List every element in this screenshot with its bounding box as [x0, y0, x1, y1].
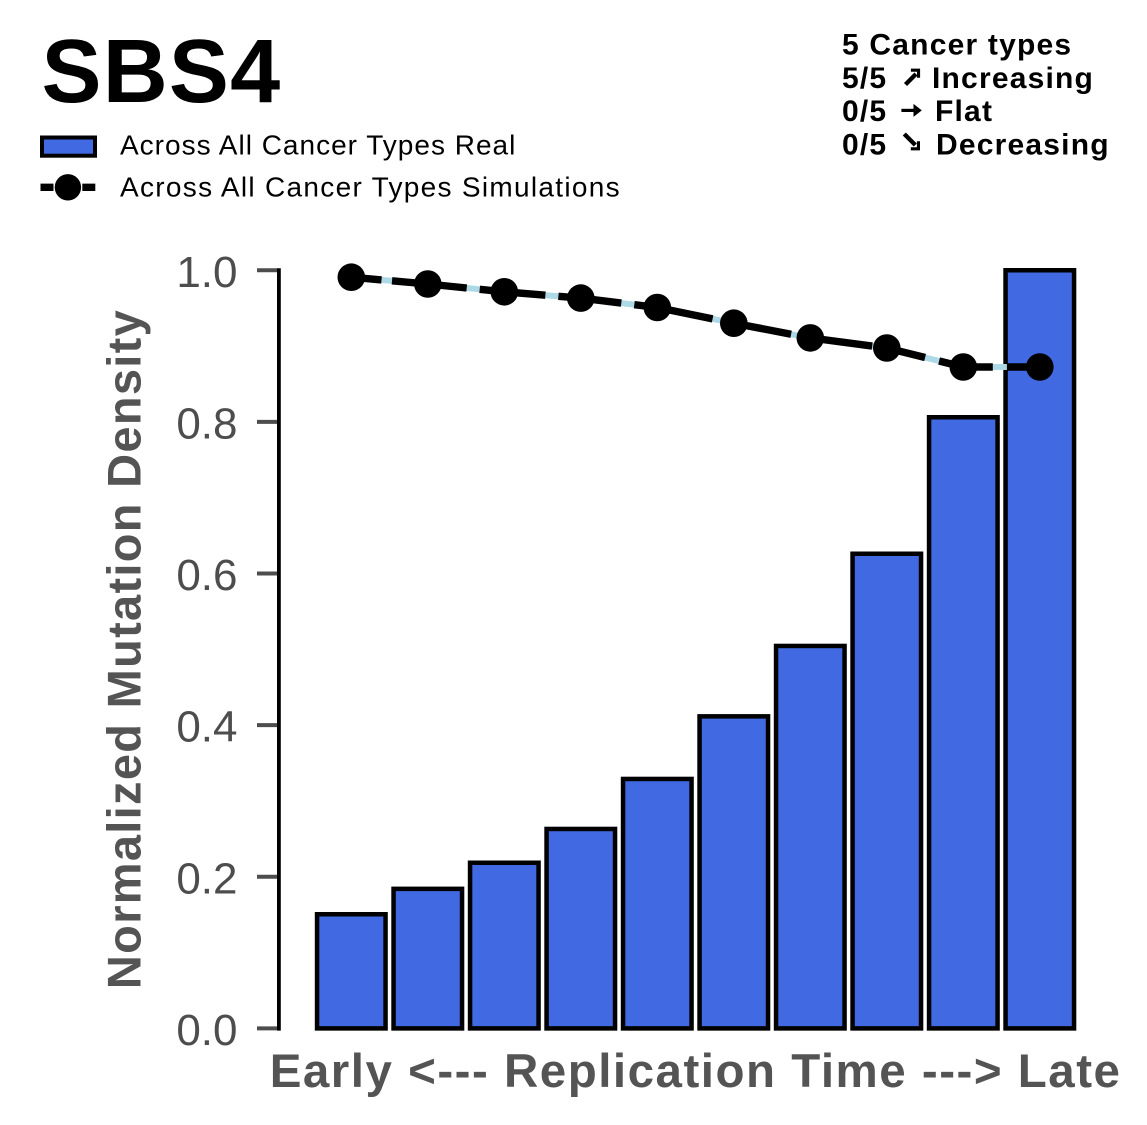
svg-text:1.0: 1.0: [176, 248, 237, 297]
svg-text:0/5: 0/5: [842, 129, 887, 162]
svg-text:SBS4: SBS4: [42, 22, 282, 122]
svg-text:0.8: 0.8: [176, 400, 237, 449]
svg-text:0.6: 0.6: [176, 551, 237, 600]
svg-text:0/5: 0/5: [842, 95, 887, 128]
svg-text:Decreasing: Decreasing: [936, 129, 1110, 162]
svg-text:5/5: 5/5: [842, 62, 887, 95]
svg-text:Normalized Mutation Density: Normalized Mutation Density: [98, 309, 151, 989]
svg-text:Across All Cancer Types Simula: Across All Cancer Types Simulations: [120, 172, 621, 203]
svg-text:0.4: 0.4: [176, 703, 237, 752]
svg-text:Flat: Flat: [935, 95, 993, 128]
svg-text:0.0: 0.0: [176, 1006, 237, 1055]
svg-text:5 Cancer types: 5 Cancer types: [842, 29, 1072, 62]
svg-text:0.2: 0.2: [176, 854, 237, 903]
svg-text:Across All Cancer Types Real: Across All Cancer Types Real: [120, 130, 516, 161]
svg-text:Increasing: Increasing: [932, 62, 1094, 95]
svg-text:Early <--- Replication Time --: Early <--- Replication Time ---> Late: [270, 1045, 1122, 1098]
